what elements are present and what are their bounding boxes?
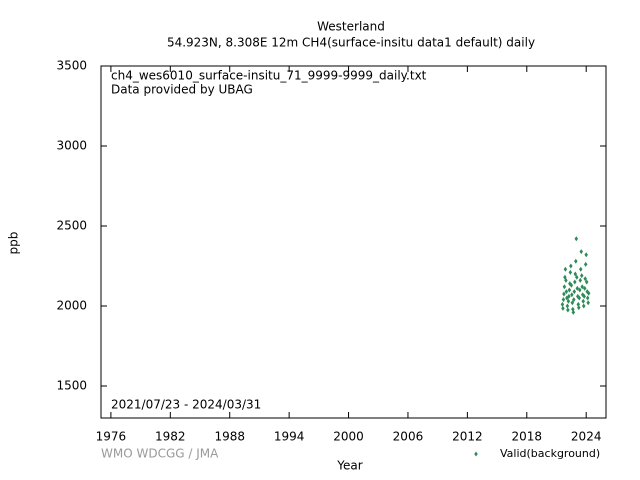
data-point: [566, 298, 571, 304]
y-axis-label: ppb: [7, 232, 21, 255]
data-point: [579, 266, 583, 272]
data-point: [570, 292, 574, 298]
x-tick-label: 1982: [155, 430, 186, 444]
x-axis-label: Year: [336, 459, 362, 473]
x-tick-label: 1988: [214, 430, 245, 444]
data-point: [567, 287, 572, 293]
y-tick-label: 2500: [56, 219, 87, 233]
data-point: [573, 271, 578, 277]
data-point: [562, 291, 566, 297]
data-point: [580, 284, 584, 290]
data-point: [569, 263, 573, 269]
data-point: [579, 273, 584, 279]
data-point: [581, 303, 586, 309]
data-point: [584, 252, 588, 258]
data-point: [575, 274, 579, 280]
data-point: [566, 307, 570, 313]
data-point: [568, 269, 573, 275]
data-point: [583, 261, 588, 267]
data-point: [572, 289, 577, 295]
data-point: [574, 258, 578, 264]
data-point: [571, 309, 576, 315]
y-tick-label: 3500: [56, 59, 87, 73]
credit: WMO WDCGG / JMA: [101, 447, 219, 461]
data-point: [578, 277, 583, 283]
chart-title: Westerland: [317, 20, 385, 34]
annotation: 2021/07/23 - 2024/03/31: [111, 398, 261, 412]
x-tick-label: 1976: [96, 430, 127, 444]
x-tick-label: 2024: [571, 430, 602, 444]
x-tick-label: 2000: [333, 430, 364, 444]
data-point: [565, 303, 570, 309]
data-point: [567, 293, 571, 299]
legend-label: Valid(background): [500, 447, 600, 460]
annotation: ch4_wes6010_surface-insitu_71_9999-9999_…: [111, 69, 427, 83]
x-tick-label: 2012: [452, 430, 483, 444]
data-point: [570, 300, 575, 306]
data-point: [582, 285, 587, 291]
data-point: [579, 249, 583, 255]
data-point: [562, 284, 567, 290]
data-point: [577, 305, 581, 311]
data-point: [578, 287, 582, 293]
data-point: [575, 285, 580, 291]
data-point: [574, 236, 579, 242]
data-point: [572, 297, 576, 303]
y-tick-label: 2000: [56, 299, 87, 313]
data-point: [569, 282, 574, 288]
chart-subtitle: 54.923N, 8.308E 12m CH4(surface-insitu d…: [167, 36, 535, 50]
legend-marker: [474, 451, 478, 457]
data-point: [560, 301, 565, 307]
data-point: [561, 297, 566, 303]
data-point: [573, 279, 577, 285]
y-tick-label: 3000: [56, 139, 87, 153]
data-point: [564, 289, 569, 295]
data-point: [586, 290, 591, 296]
data-point: [577, 295, 582, 301]
data-point: [586, 300, 590, 306]
data-point: [564, 277, 568, 283]
data-point: [585, 295, 590, 301]
data-point: [583, 276, 587, 282]
data-point: [581, 298, 585, 304]
data-point: [561, 305, 565, 311]
data-point: [584, 279, 589, 285]
plot-frame: [100, 65, 607, 419]
data-point: [563, 266, 568, 272]
y-tick-label: 1500: [56, 379, 87, 393]
x-tick-label: 2006: [393, 430, 424, 444]
x-tick-label: 2018: [512, 430, 543, 444]
annotation: Data provided by UBAG: [111, 83, 253, 97]
data-point: [582, 293, 586, 299]
x-tick-label: 1994: [274, 430, 305, 444]
